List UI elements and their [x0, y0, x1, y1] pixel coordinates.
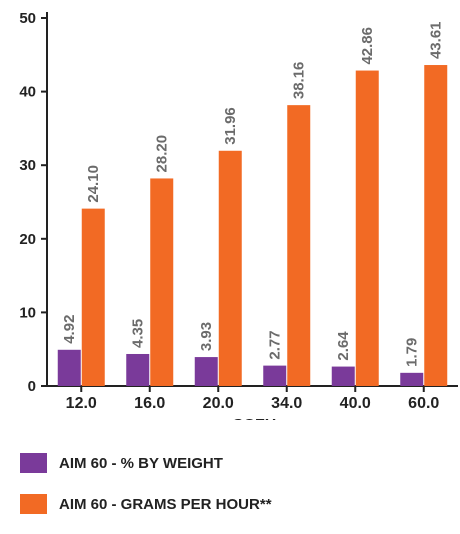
data-label: 42.86: [359, 27, 376, 65]
bar-weight: [263, 365, 287, 386]
bar-grams: [287, 105, 311, 387]
legend-item-grams: AIM 60 - GRAMS PER HOUR**: [20, 493, 272, 515]
data-label: 4.35: [130, 319, 147, 348]
data-label: 1.79: [404, 338, 421, 367]
data-label: 2.64: [335, 331, 352, 361]
x-tick-label: 20.0: [203, 395, 234, 412]
legend-swatch-grams: [20, 494, 47, 514]
y-tick-label: 40: [19, 84, 36, 101]
legend-item-weight: AIM 60 - % BY WEIGHT: [20, 452, 272, 474]
data-label: 4.92: [61, 315, 78, 344]
bar-grams: [81, 208, 105, 386]
x-tick-label: 16.0: [134, 395, 165, 412]
bar-weight: [400, 372, 424, 386]
data-label: 38.16: [291, 62, 308, 100]
x-tick-label: 40.0: [340, 395, 371, 412]
bar-grams: [218, 150, 242, 386]
x-axis-title: SCFH: [233, 417, 277, 420]
data-label: 28.20: [154, 135, 171, 173]
y-tick-label: 10: [19, 304, 36, 321]
x-tick-label: 60.0: [408, 395, 439, 412]
y-tick-label: 0: [28, 378, 36, 395]
data-label: 24.10: [85, 165, 102, 203]
data-label: 31.96: [222, 107, 239, 145]
bar-grams: [355, 70, 379, 386]
bar-weight: [57, 349, 81, 386]
data-label: 2.77: [267, 330, 284, 359]
y-tick-label: 50: [19, 10, 36, 27]
bar-chart: 0 10 20 30 40 50 12.0 4.92 24.10 16.0 4.35 28.20 20.…: [19, 10, 458, 420]
data-label: 3.93: [198, 322, 215, 351]
x-tick-label: 34.0: [271, 395, 302, 412]
bar-grams: [150, 178, 174, 386]
legend: AIM 60 - % BY WEIGHT AIM 60 - GRAMS PER …: [20, 452, 272, 534]
y-tick-label: 20: [19, 231, 36, 248]
legend-label-weight: AIM 60 - % BY WEIGHT: [59, 454, 223, 472]
y-tick-label: 30: [19, 157, 36, 174]
data-label: 43.61: [428, 21, 445, 59]
bar-grams: [424, 65, 448, 387]
bar-weight: [331, 366, 355, 386]
x-tick-label: 12.0: [66, 395, 97, 412]
legend-label-grams: AIM 60 - GRAMS PER HOUR**: [59, 495, 272, 513]
bar-weight: [126, 353, 150, 386]
bar-weight: [194, 357, 218, 386]
legend-swatch-weight: [20, 453, 47, 473]
